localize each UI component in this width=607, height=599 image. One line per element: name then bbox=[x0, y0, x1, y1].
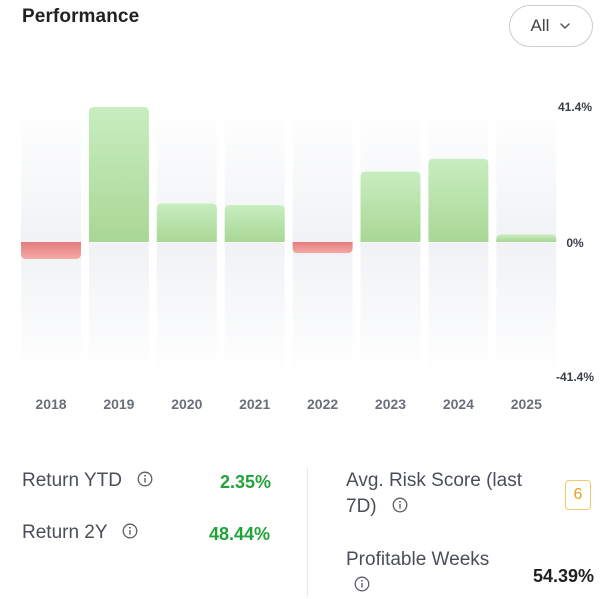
bar-background-top bbox=[292, 107, 353, 242]
stats-divider bbox=[307, 468, 308, 597]
bar-background-bottom bbox=[292, 243, 353, 378]
x-tick-label: 2025 bbox=[511, 396, 542, 412]
x-tick-label: 2023 bbox=[375, 396, 406, 412]
info-icon[interactable] bbox=[392, 497, 408, 513]
bar-background-top bbox=[496, 107, 557, 242]
bar-2022[interactable] bbox=[292, 242, 353, 254]
time-range-value: All bbox=[530, 16, 550, 35]
bar-background-bottom bbox=[88, 243, 149, 378]
bar-2021[interactable] bbox=[224, 205, 285, 242]
y-tick-label: 0% bbox=[566, 236, 584, 250]
bar-background-bottom bbox=[156, 243, 217, 378]
info-icon[interactable] bbox=[122, 523, 138, 539]
profitable-weeks-value: 54.39% bbox=[533, 566, 595, 586]
bar-2023[interactable] bbox=[360, 171, 421, 242]
bar-background-top bbox=[21, 107, 81, 242]
chevron-down-icon bbox=[560, 23, 571, 29]
bar-background-bottom bbox=[360, 243, 421, 378]
x-tick-label: 2018 bbox=[35, 396, 66, 412]
bar-2025[interactable] bbox=[496, 234, 557, 243]
profitable-weeks-label: Profitable Weeks bbox=[346, 547, 489, 599]
x-tick-label: 2019 bbox=[103, 396, 134, 412]
risk-score-label: Avg. Risk Score (last 7D) bbox=[346, 470, 522, 517]
x-tick-label: 2024 bbox=[443, 396, 474, 412]
bar-2024[interactable] bbox=[428, 158, 489, 242]
bar-2020[interactable] bbox=[156, 203, 217, 242]
return-ytd-value: 2.35% bbox=[220, 472, 272, 492]
bar-background-bottom bbox=[224, 243, 285, 378]
return-ytd-label: Return YTD bbox=[22, 468, 153, 494]
y-tick-label: 41.4% bbox=[558, 100, 592, 114]
x-tick-label: 2022 bbox=[307, 396, 338, 412]
risk-score-badge: 6 bbox=[565, 480, 591, 510]
bar-background-bottom bbox=[496, 243, 557, 378]
bar-background-bottom bbox=[21, 243, 81, 378]
y-tick-label: -41.4% bbox=[556, 370, 594, 384]
bar-2018[interactable] bbox=[21, 242, 81, 259]
time-range-dropdown[interactable]: All bbox=[509, 5, 593, 47]
stats-panel: Return YTD 2.35% Return 2Y 48.44% Avg. R… bbox=[0, 440, 607, 597]
performance-bar-chart: 2018 2019 2020 2021 2022 2023 2024 2025 41.4% 0%… bbox=[21, 100, 594, 412]
return-2y-label: Return 2Y bbox=[22, 520, 138, 546]
page-title: Performance bbox=[22, 6, 140, 27]
bar-2019[interactable] bbox=[88, 107, 149, 242]
x-tick-label: 2021 bbox=[239, 396, 270, 412]
info-icon[interactable] bbox=[354, 576, 370, 592]
return-2y-value: 48.44% bbox=[209, 524, 271, 544]
bar-background-bottom bbox=[428, 243, 489, 378]
x-tick-label: 2020 bbox=[171, 396, 202, 412]
info-icon[interactable] bbox=[137, 471, 153, 487]
